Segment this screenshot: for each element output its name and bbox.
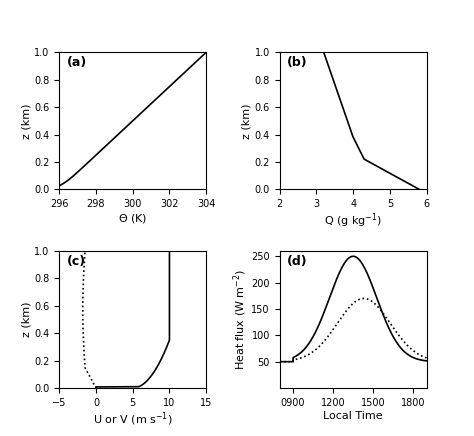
Text: (a): (a) (66, 56, 87, 69)
X-axis label: Local Time: Local Time (323, 411, 383, 421)
Y-axis label: Heat flux (W m$^{-2}$): Heat flux (W m$^{-2}$) (231, 269, 248, 370)
Y-axis label: z (km): z (km) (21, 302, 31, 337)
Y-axis label: z (km): z (km) (21, 103, 31, 139)
Y-axis label: z (km): z (km) (242, 103, 252, 139)
Text: (b): (b) (287, 56, 308, 69)
X-axis label: Q (g kg$^{-1}$): Q (g kg$^{-1}$) (324, 212, 382, 231)
Text: (c): (c) (66, 255, 86, 268)
X-axis label: $\Theta$ (K): $\Theta$ (K) (118, 212, 147, 225)
X-axis label: U or V (m s$^{-1}$): U or V (m s$^{-1}$) (93, 411, 173, 428)
Text: (d): (d) (287, 255, 308, 268)
